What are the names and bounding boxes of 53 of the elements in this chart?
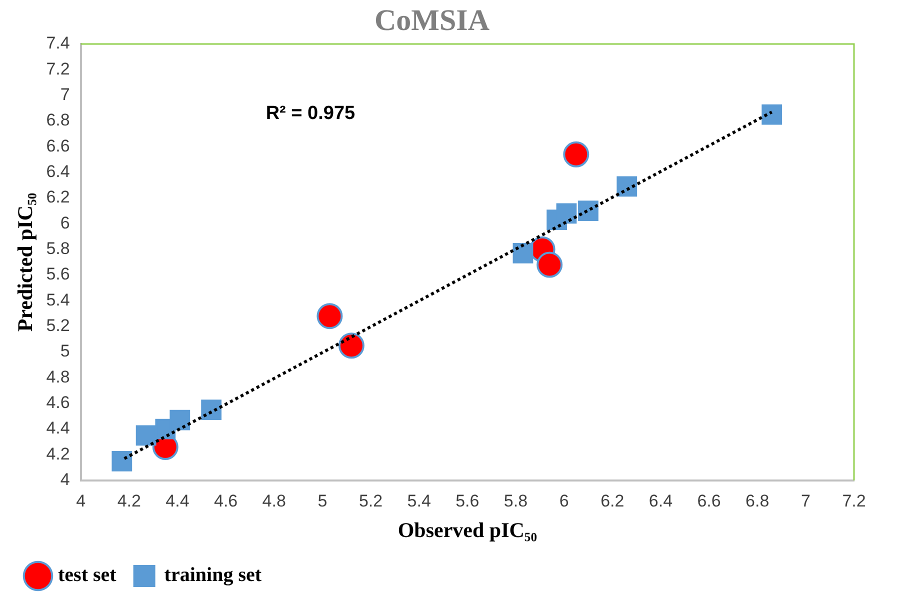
chart-title: CoMSIA: [374, 4, 490, 37]
point: [762, 104, 782, 125]
point: [136, 425, 156, 446]
y-tick-label: 6: [60, 213, 70, 232]
y-tick-label: 7.4: [46, 34, 70, 53]
x-tick-label: 4.4: [166, 491, 190, 510]
x-tick-label: 5.6: [456, 491, 480, 510]
point: [556, 203, 577, 224]
x-tick-label: 5.2: [358, 491, 383, 510]
point: [316, 303, 343, 330]
x-tick-label: 4.8: [262, 491, 286, 510]
y-tick-label: 7: [60, 85, 70, 104]
point: [170, 410, 190, 430]
point: [563, 141, 590, 168]
y-tick-label: 6.6: [46, 136, 70, 156]
x-tick-label: 6.6: [697, 491, 721, 510]
y-tick-label: 5.6: [46, 264, 70, 284]
x-tick-label: 4.2: [117, 491, 141, 510]
point: [112, 450, 132, 472]
x-tick-label: 6.8: [746, 491, 770, 510]
x-tick-label: 6.2: [600, 491, 624, 510]
x-tick-label: 7.2: [842, 491, 866, 510]
point: [201, 400, 222, 420]
y-tick-label: 6.4: [46, 162, 70, 182]
y-tick-label: 6.8: [46, 110, 70, 130]
y-tick-label: 4.4: [46, 418, 70, 438]
y-tick-label: 6.2: [46, 188, 70, 207]
y-tick-label: 4.8: [46, 367, 70, 386]
x-tick-label: 5.4: [407, 491, 431, 510]
x-axis-title: Observed pIC₅₀: [398, 518, 538, 542]
y-tick-label: 4: [60, 470, 70, 490]
y-tick-label: 5: [60, 342, 70, 361]
y-tick-label: 7.2: [46, 59, 70, 78]
y-tick-label: 5.2: [46, 316, 70, 336]
point: [338, 332, 364, 359]
x-tick-label: 4.6: [214, 491, 238, 510]
y-tick-label: 5.4: [46, 290, 70, 310]
x-tick-label: 6: [559, 491, 569, 510]
point: [512, 243, 534, 264]
x-tick-label: 6.4: [648, 491, 673, 510]
x-tick-label: 7: [800, 491, 810, 510]
legend-label: test set: [58, 564, 117, 586]
x-tick-label: 5: [318, 491, 328, 510]
y-tick-label: 5.8: [46, 239, 70, 258]
point: [616, 176, 638, 197]
y-tick-label: 4.6: [46, 393, 70, 412]
annotation: R² = 0.975: [266, 103, 356, 124]
y-axis-title: Predicted pIC₅₀: [13, 192, 38, 332]
x-tick-label: 4: [76, 491, 86, 510]
legend-label: training set: [164, 564, 262, 586]
y-tick-label: 4.2: [46, 444, 70, 464]
point: [536, 252, 563, 278]
x-tick-label: 5.8: [504, 491, 528, 510]
